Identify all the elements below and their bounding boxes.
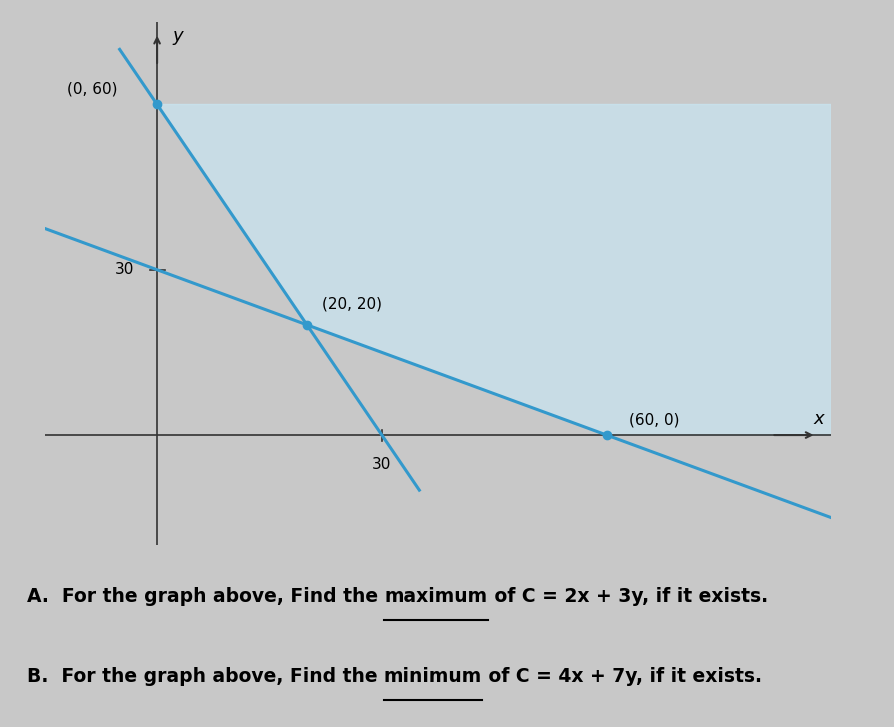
Text: y: y [172,28,182,45]
Text: (0, 60): (0, 60) [67,81,118,97]
Text: of C = 4x + 7y, if it exists.: of C = 4x + 7y, if it exists. [482,667,763,686]
Text: A.  For the graph above, Find the: A. For the graph above, Find the [27,587,384,606]
Text: of C = 2x + 3y, if it exists.: of C = 2x + 3y, if it exists. [487,587,768,606]
Text: maximum: maximum [384,587,487,606]
Text: minimum: minimum [384,667,482,686]
Text: (20, 20): (20, 20) [322,297,382,311]
Text: 30: 30 [372,457,392,472]
Text: x: x [814,410,824,428]
Text: (60, 0): (60, 0) [629,412,679,427]
Text: 30: 30 [115,262,135,277]
Text: B.  For the graph above, Find the: B. For the graph above, Find the [27,667,384,686]
Polygon shape [157,105,831,435]
